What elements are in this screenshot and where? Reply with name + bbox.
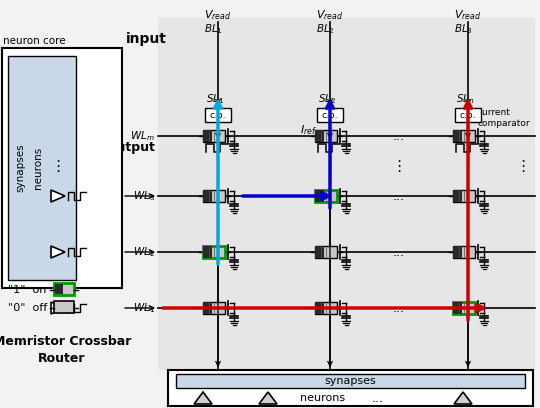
Text: neurons: neurons (33, 147, 43, 189)
FancyBboxPatch shape (455, 108, 481, 122)
Bar (168, 370, 533, 406)
Bar (453, 190, 475, 202)
Text: $V_{read}$: $V_{read}$ (454, 8, 482, 22)
Text: "1"  on: "1" on (8, 285, 46, 295)
Text: "0"  off: "0" off (8, 303, 48, 313)
Text: $BL_1$: $BL_1$ (204, 22, 223, 36)
Bar (203, 190, 212, 202)
Bar (453, 246, 475, 258)
Text: current
comparator: current comparator (478, 108, 531, 128)
Polygon shape (259, 392, 277, 404)
Text: $BL_2$: $BL_2$ (316, 22, 335, 36)
Text: c.p.: c.p. (322, 111, 338, 120)
Bar (315, 130, 324, 142)
Text: neurons: neurons (300, 393, 346, 403)
Bar (315, 246, 337, 258)
Bar (203, 130, 225, 142)
Text: ...: ... (393, 302, 405, 315)
Bar (203, 302, 212, 314)
Polygon shape (194, 392, 212, 404)
Text: $SL_2$: $SL_2$ (318, 92, 336, 106)
Bar (315, 190, 337, 202)
Text: ⋮: ⋮ (322, 158, 338, 173)
Text: $V_{read}$: $V_{read}$ (316, 8, 343, 22)
Polygon shape (51, 190, 65, 202)
Text: neuron core: neuron core (3, 36, 66, 46)
Bar (203, 246, 212, 258)
Bar (2, 48, 122, 288)
Bar (315, 246, 324, 258)
Text: $BL_3$: $BL_3$ (454, 22, 473, 36)
Text: ⋮: ⋮ (50, 158, 66, 173)
Text: $SL_n$: $SL_n$ (456, 92, 475, 106)
Text: $WL_m$: $WL_m$ (130, 129, 155, 143)
Text: c.p.: c.p. (210, 111, 226, 120)
Polygon shape (51, 302, 65, 314)
Bar (8, 56, 76, 280)
Bar (315, 190, 324, 202)
Polygon shape (51, 246, 65, 258)
Bar (54, 283, 74, 295)
FancyBboxPatch shape (205, 108, 231, 122)
Text: ...: ... (393, 246, 405, 259)
Bar (54, 301, 74, 313)
Text: $WL_1$: $WL_1$ (133, 301, 155, 315)
Text: ...: ... (393, 129, 405, 142)
Bar (55, 284, 63, 294)
Text: ⋮: ⋮ (211, 158, 226, 173)
Text: synapses: synapses (15, 144, 25, 192)
Bar (453, 302, 462, 314)
Bar (453, 190, 462, 202)
Text: output: output (108, 142, 155, 155)
Bar (453, 130, 475, 142)
Text: $V_{read}$: $V_{read}$ (204, 8, 232, 22)
Text: ...: ... (393, 189, 405, 202)
Bar (203, 246, 225, 258)
FancyBboxPatch shape (317, 108, 343, 122)
Bar (315, 130, 337, 142)
Bar (203, 130, 212, 142)
Bar (158, 18, 535, 370)
Text: ⋮: ⋮ (515, 158, 531, 173)
Text: $I_{ref}$: $I_{ref}$ (300, 123, 316, 137)
Text: ...: ... (372, 392, 384, 404)
Bar (453, 246, 462, 258)
Polygon shape (454, 392, 472, 404)
Bar (203, 302, 225, 314)
Bar (176, 374, 525, 388)
Text: ⋮: ⋮ (392, 158, 407, 173)
Bar (203, 190, 225, 202)
Text: input: input (126, 32, 167, 46)
Bar (315, 302, 324, 314)
Text: $SL_1$: $SL_1$ (206, 92, 224, 106)
Text: Memristor Crossbar
Router: Memristor Crossbar Router (0, 335, 131, 365)
Text: ⋮: ⋮ (461, 158, 476, 173)
Bar (453, 130, 462, 142)
Text: $WL_3$: $WL_3$ (133, 189, 155, 203)
Text: synapses: synapses (325, 376, 376, 386)
Bar (315, 302, 337, 314)
Bar (453, 302, 475, 314)
Text: $WL_2$: $WL_2$ (133, 245, 155, 259)
Text: c.p.: c.p. (460, 111, 476, 120)
